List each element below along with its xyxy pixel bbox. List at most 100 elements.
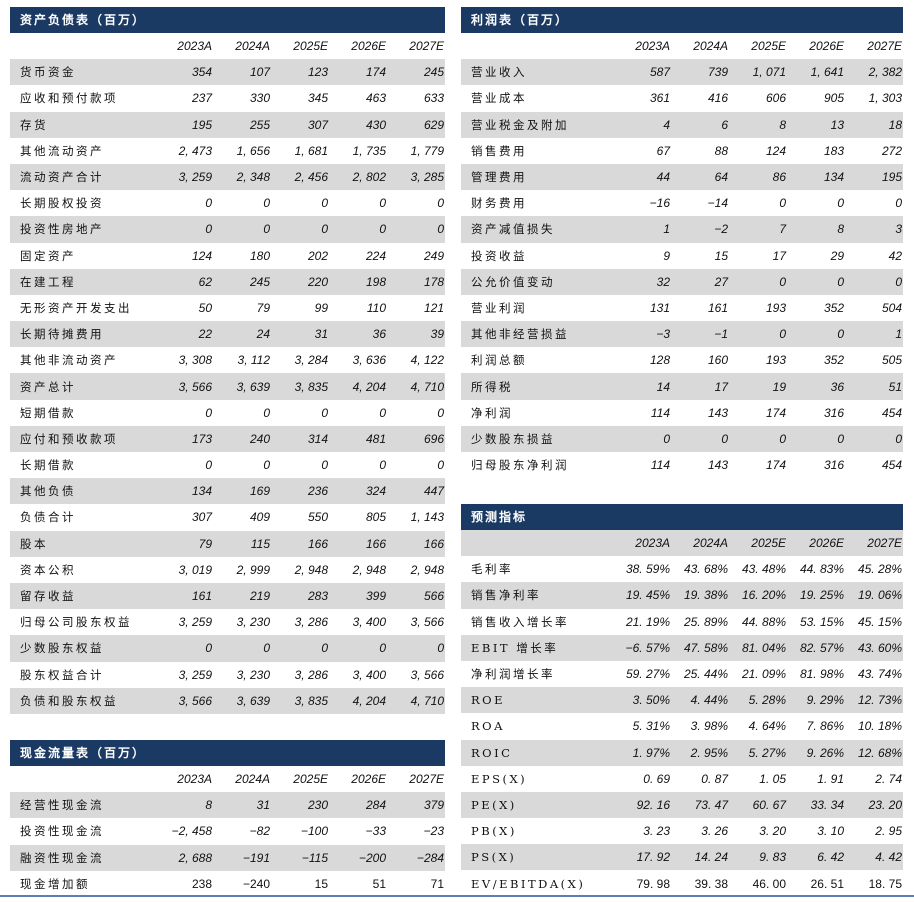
row-value: 0 (437, 196, 444, 211)
row-value: 236 (307, 484, 328, 499)
row-value: −100 (300, 824, 328, 839)
row-value: 60. 67 (752, 797, 786, 812)
row-value: 307 (307, 117, 328, 132)
row-value: −33 (365, 824, 386, 839)
row-value: 43. 74% (857, 667, 902, 682)
row-value: 174 (765, 405, 786, 420)
row-value: 0 (321, 222, 328, 237)
row-value: 0 (779, 327, 786, 342)
row-value: 0 (779, 196, 786, 211)
row-value: −2, 458 (171, 824, 212, 839)
row-value: 0 (379, 641, 386, 656)
row-value: 2, 999 (236, 562, 270, 577)
row-value: 44. 83% (799, 562, 844, 577)
table-row: 营业成本 361 416 606 905 1, 303 (461, 85, 903, 111)
row-label: 利润总额 (471, 353, 527, 368)
row-value: 33. 34 (810, 797, 844, 812)
row-value: 3, 566 (410, 615, 444, 630)
row-label: 股本 (20, 536, 48, 551)
row-value: 22 (198, 327, 212, 342)
row-label: 应付和预收款项 (20, 431, 118, 446)
row-value: 0 (321, 641, 328, 656)
year-header-row: 2023A 2024A 2025E 2026E 2027E (461, 530, 903, 557)
row-value: 3, 835 (294, 693, 328, 708)
row-value: 606 (765, 91, 786, 106)
row-value: 0 (779, 431, 786, 446)
row-value: 220 (307, 274, 328, 289)
row-value: 4, 204 (352, 693, 386, 708)
row-label: 融资性现金流 (20, 850, 104, 865)
row-value: 174 (365, 65, 386, 80)
row-value: 587 (649, 65, 670, 80)
row-value: 4, 710 (410, 379, 444, 394)
row-label: 长期股权投资 (20, 196, 104, 211)
row-value: 42 (888, 248, 902, 263)
row-value: 29 (830, 248, 844, 263)
row-label: 资产总计 (20, 379, 76, 394)
row-value: 19. 38% (683, 588, 728, 603)
row-value: 59. 27% (625, 667, 670, 682)
row-value: 12. 73% (857, 693, 902, 708)
row-value: 2, 382 (868, 65, 902, 80)
row-value: 4. 44% (690, 693, 728, 708)
row-value: 166 (423, 536, 444, 551)
row-label: 净利润增长率 (471, 667, 555, 682)
row-value: 2, 348 (236, 170, 270, 185)
table-row: 负债和股东权益 3, 566 3, 639 3, 835 4, 204 4, 710 (10, 687, 445, 714)
row-value: 86 (772, 170, 786, 185)
row-value: 4. 64% (748, 719, 786, 734)
row-value: 18. 75 (868, 876, 902, 891)
year-header: 2026E (351, 39, 386, 54)
table-row: PB(X) 3. 23 3. 26 3. 20 3. 10 2. 95 (461, 818, 903, 844)
row-value: 107 (249, 65, 270, 80)
row-value: 0 (837, 196, 844, 211)
row-label: 资本公积 (20, 562, 76, 577)
row-value: 0 (895, 431, 902, 446)
table-row: 其他非流动资产 3, 308 3, 112 3, 284 3, 636 4, 122 (10, 347, 445, 373)
table-row: 净利润 114 143 174 316 454 (461, 400, 903, 426)
row-value: 7 (779, 222, 786, 237)
table-row: 无形资产开发支出 50 79 99 110 121 (10, 295, 445, 321)
row-value: 6 (721, 117, 728, 132)
row-value: 330 (249, 91, 270, 106)
table-row: 现金增加额 238 −240 15 51 71 (10, 871, 445, 897)
row-value: 430 (365, 117, 386, 132)
row-label: 毛利率 (471, 562, 513, 577)
year-header: 2024A (693, 39, 728, 54)
row-value: 9. 83 (759, 850, 786, 865)
row-value: 352 (823, 353, 844, 368)
row-value: 1, 735 (352, 143, 386, 158)
row-value: 0 (895, 274, 902, 289)
row-value: 3, 259 (178, 615, 212, 630)
row-value: 134 (823, 170, 844, 185)
table-row: PS(X) 17. 92 14. 24 9. 83 6. 42 4. 42 (461, 844, 903, 871)
table-row: 其他负债 134 169 236 324 447 (10, 478, 445, 505)
row-value: 51 (372, 876, 386, 891)
row-value: 1. 97% (632, 745, 670, 760)
table-row: 存货 195 255 307 430 629 (10, 111, 445, 138)
row-value: 32 (656, 274, 670, 289)
table-row: 流动资产合计 3, 259 2, 348 2, 456 2, 802 3, 285 (10, 163, 445, 191)
income-statement-table: 利润表（百万） 2023A 2024A 2025E 2026E 2027E 营业收入 587 7… (461, 7, 903, 478)
table-row: 净利润增长率 59. 27% 25. 44% 21. 09% 81. 98% 43. 74… (461, 661, 903, 687)
row-value: 0 (437, 641, 444, 656)
row-value: 283 (307, 589, 328, 604)
table-row: EPS(X) 0. 69 0. 87 1. 05 1. 91 2. 74 (461, 766, 903, 792)
row-value: 3, 286 (294, 667, 328, 682)
row-value: 4, 122 (410, 353, 444, 368)
year-header: 2026E (351, 772, 386, 787)
row-value: 51 (888, 379, 902, 394)
row-value: 0 (263, 641, 270, 656)
row-value: 128 (649, 353, 670, 368)
row-label: 其他非流动资产 (20, 353, 118, 368)
year-header: 2024A (693, 536, 728, 551)
row-value: −3 (656, 327, 670, 342)
row-value: 3, 308 (178, 353, 212, 368)
year-header: 2027E (409, 39, 444, 54)
row-label: 营业收入 (471, 65, 527, 80)
row-value: 24 (256, 327, 270, 342)
table-row: 投资性现金流 −2, 458 −82 −100 −33 −23 (10, 818, 445, 844)
table-row: 毛利率 38. 59% 43. 68% 43. 48% 44. 83% 45. 28% (461, 556, 903, 582)
row-value: 4 (663, 117, 670, 132)
row-value: 2, 948 (352, 562, 386, 577)
